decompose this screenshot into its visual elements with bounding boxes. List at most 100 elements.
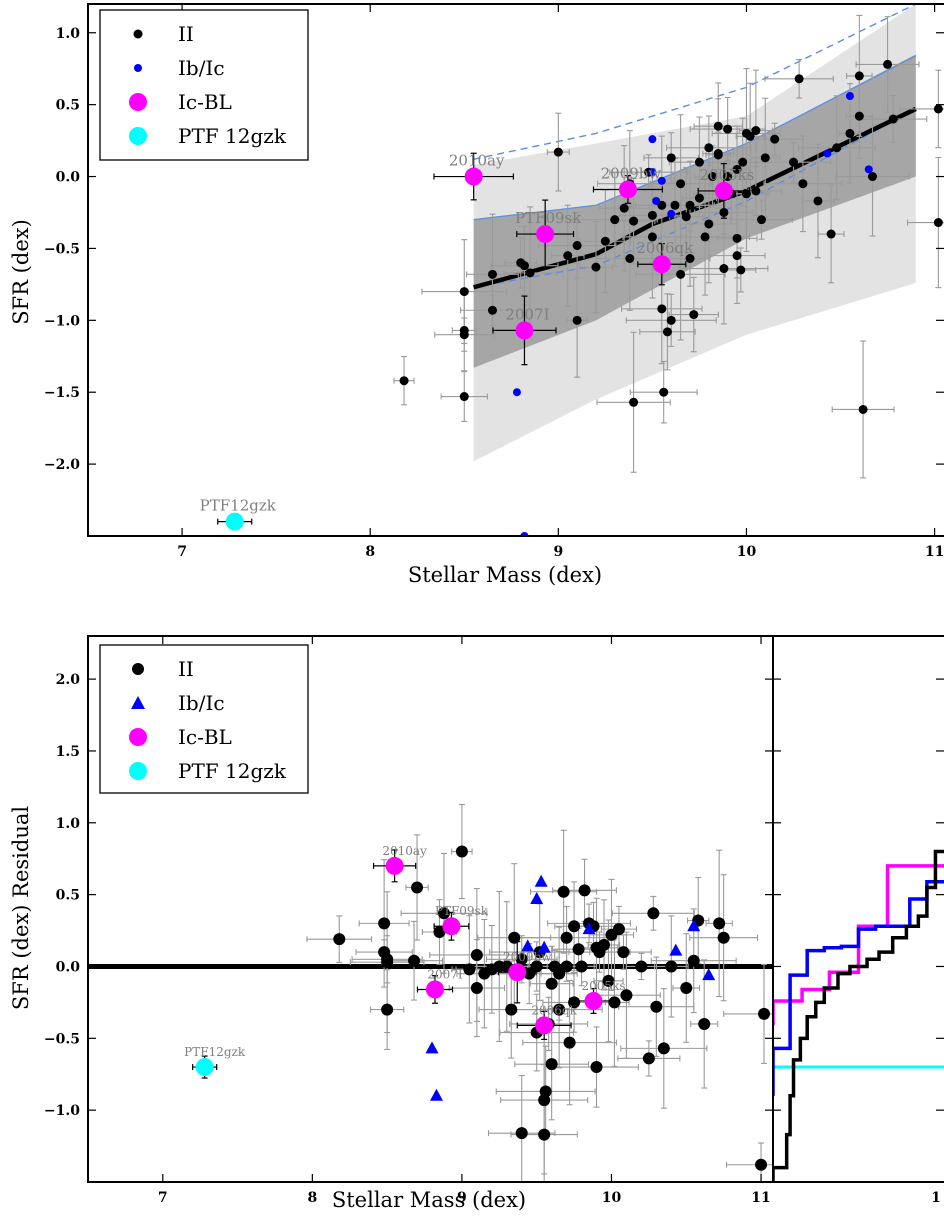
x-tick-label: 11: [925, 544, 944, 560]
type-ibic-point: [534, 874, 548, 887]
type-ii-point: [650, 1000, 663, 1013]
type-ii-point: [933, 104, 943, 114]
cdf-x-tick-label: 1: [931, 1190, 941, 1206]
annotations: 2010ay 2009bw 2005ks PTF09sk 2006qk 2007I PTF1…: [200, 152, 755, 515]
type-ii-point: [545, 1058, 558, 1071]
type-ii-point: [635, 960, 648, 973]
upper-dashed-line: [473, 4, 917, 160]
type-ii-point: [685, 253, 695, 263]
ic-bl-point: [536, 225, 555, 244]
bottom-legend: II Ib/Ic Ic-BL PTF 12gzk: [99, 644, 309, 794]
y-tick-label: 1.0: [56, 26, 81, 42]
type-ii-point: [487, 305, 497, 315]
type-ibic-point: [648, 135, 657, 144]
type-ii-point: [883, 59, 893, 69]
legend-marker: [129, 762, 147, 780]
type-ii-point: [798, 179, 808, 189]
type-ii-point: [553, 967, 566, 980]
type-ibic-point: [657, 176, 666, 185]
type-ii-point: [470, 982, 483, 995]
type-ii-point: [723, 124, 733, 134]
residual-annotations: 2010ay PTF09sk 2009bw 2005ks 2006qk 2007I PTF1…: [184, 844, 625, 1059]
type-ii-point: [741, 128, 751, 138]
ic-bl-point: [442, 917, 461, 936]
type-ibic-point: [687, 919, 701, 932]
type-ibic-point: [652, 196, 661, 205]
type-ii-point: [459, 330, 469, 340]
type-ii-point: [560, 960, 573, 973]
type-ibic-point: [425, 1041, 439, 1054]
type-ibic-point: [669, 943, 683, 956]
type-ii-point: [738, 157, 748, 167]
legend-marker: [129, 93, 147, 111]
type-ii-point: [694, 157, 704, 167]
legend-label: II: [178, 22, 194, 46]
type-ii-point: [858, 404, 868, 414]
ic-bl-point: [652, 255, 671, 274]
type-ii-point: [751, 186, 761, 196]
type-ii-point: [591, 262, 601, 272]
top-panel-sfr-vs-mass: 2010ay 2009bw 2005ks PTF09sk 2006qk 2007I PTF1…: [9, 3, 944, 587]
type-ii-point: [713, 917, 726, 930]
type-ibic-point: [648, 168, 657, 177]
sn-annotation: PTF09sk: [435, 904, 489, 918]
type-ii-point: [647, 232, 657, 242]
type-ii-point: [757, 215, 767, 225]
type-ii-point: [399, 376, 409, 386]
type-ii-point: [568, 996, 581, 1009]
type-ii-point: [505, 1003, 518, 1016]
type-ii-point: [770, 134, 780, 144]
type-ii-point: [455, 845, 468, 858]
y-tick-label: 0.5: [56, 98, 80, 114]
ic-bl-point: [535, 1016, 554, 1035]
type-ii-point: [459, 392, 469, 402]
ic-bl-point: [508, 963, 527, 982]
type-ii-point: [704, 219, 714, 229]
type-ii-point: [411, 881, 424, 894]
x-tick-label: 7: [158, 1190, 168, 1206]
type-ii-point: [553, 1003, 566, 1016]
top-y-axis-label: SFR (dex): [9, 219, 33, 325]
bottom-panel-residuals: 2010ay PTF09sk 2009bw 2005ks 2006qk 2007I PTF1…: [9, 635, 944, 1212]
type-ii-point: [676, 179, 686, 189]
data-points: [217, 14, 944, 536]
sn-annotation: 2009bw: [503, 950, 552, 964]
type-ii-point: [608, 996, 621, 1009]
type-ii-point: [408, 954, 421, 967]
legend-label: Ib/Ic: [178, 691, 225, 715]
type-ii-point: [741, 189, 751, 199]
type-ii-point: [854, 71, 864, 81]
type-ibic-point: [512, 388, 521, 397]
type-ibic-point: [667, 209, 676, 218]
x-tick-label: 9: [457, 1190, 467, 1206]
type-ii-point: [572, 943, 585, 956]
type-ii-point: [508, 931, 521, 944]
type-ibic-point: [823, 149, 832, 158]
type-ii-point: [557, 885, 570, 898]
type-ii-point: [381, 956, 394, 969]
type-ii-point: [602, 974, 615, 987]
type-ii-point: [572, 315, 582, 325]
type-ii-point: [694, 193, 704, 203]
x-tick-label: 8: [365, 544, 375, 560]
type-ii-point: [563, 251, 573, 261]
type-ii-point: [470, 948, 483, 961]
x-tick-label: 9: [553, 544, 563, 560]
legend-label: II: [178, 657, 194, 681]
y-tick-label: −1.0: [44, 1103, 80, 1119]
type-ii-point: [704, 143, 714, 153]
type-ii-point: [868, 172, 878, 182]
type-ii-point: [732, 251, 742, 261]
type-ii-point: [525, 268, 535, 278]
type-ibic-point: [845, 92, 854, 101]
type-ii-point: [832, 143, 842, 153]
top-x-axis-label: Stellar Mass (dex): [408, 563, 602, 587]
bottom-y-axis-label: SFR (dex) Residual: [9, 806, 33, 1010]
type-ibic-point: [521, 939, 535, 952]
legend-marker: [133, 29, 143, 39]
residual-data-points: [88, 803, 773, 1182]
type-ii-point: [629, 216, 639, 226]
type-ii-point: [437, 907, 450, 920]
x-tick-label: 8: [307, 1190, 317, 1206]
y-tick-label: −0.5: [44, 1031, 80, 1047]
